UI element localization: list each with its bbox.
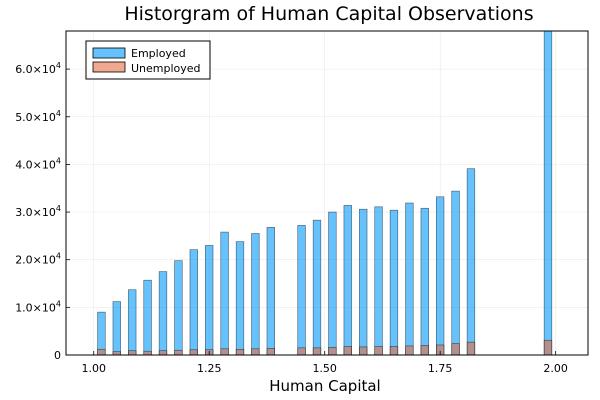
bar-employed — [266, 227, 275, 356]
chart-title: Historgram of Human Capital Observations — [124, 3, 533, 25]
bar-employed — [466, 168, 476, 356]
bar-unemployed — [251, 348, 260, 356]
bar-unemployed — [174, 349, 183, 356]
bar-employed — [343, 205, 352, 356]
histogram-bars — [97, 30, 553, 356]
bar-employed — [297, 225, 306, 356]
bar-unemployed — [374, 346, 383, 356]
legend-box — [85, 40, 211, 80]
bar-unemployed — [143, 350, 152, 356]
y-tick-label: 1.0×104 — [15, 299, 61, 314]
bar-employed — [436, 196, 445, 356]
bar-unemployed — [343, 346, 352, 356]
bar-unemployed — [158, 350, 168, 356]
legend-label-unemployed: Unemployed — [131, 62, 201, 75]
bar-unemployed — [97, 348, 106, 356]
x-axis-label: Human Capital — [269, 377, 380, 395]
bar-employed — [328, 211, 337, 356]
bar-unemployed — [220, 348, 229, 356]
bar-unemployed — [389, 346, 399, 356]
x-tick-label: 2.00 — [543, 362, 568, 375]
legend-swatch-unemployed — [92, 61, 126, 73]
bar-employed — [158, 271, 168, 356]
x-tick-label: 1.50 — [312, 362, 337, 375]
bar-employed — [97, 311, 106, 356]
bar-employed — [128, 289, 137, 356]
bar-unemployed — [297, 347, 306, 356]
bar-employed — [543, 30, 553, 356]
bar-employed — [189, 249, 198, 356]
x-tick-label: 1.75 — [428, 362, 453, 375]
bar-employed — [374, 206, 383, 356]
legend-label-employed: Employed — [131, 47, 186, 60]
bar-unemployed — [543, 339, 553, 356]
y-axis-ticks: 0 1.0×104 2.0×104 3.0×104 4.0×104 5.0×104 6.0×… — [15, 61, 70, 362]
y-tick-label: 0 — [54, 349, 61, 362]
bar-employed — [389, 209, 399, 356]
bar-employed — [143, 279, 152, 356]
bar-unemployed — [451, 343, 460, 356]
y-tick-label: 2.0×104 — [15, 252, 61, 267]
x-tick-label: 1.00 — [81, 362, 106, 375]
plot-area-frame — [65, 30, 589, 356]
bar-employed — [451, 190, 460, 356]
bar-unemployed — [189, 349, 198, 356]
bar-unemployed — [328, 347, 337, 356]
bar-unemployed — [466, 341, 476, 356]
bar-unemployed — [359, 346, 368, 356]
bar-unemployed — [112, 351, 121, 356]
bar-employed — [405, 202, 414, 356]
bar-unemployed — [420, 345, 429, 356]
bar-employed — [174, 260, 183, 356]
x-axis-ticks: 1.00 1.25 1.50 1.75 2.00 — [81, 351, 568, 375]
bar-employed — [251, 233, 260, 356]
bar-employed — [220, 231, 229, 356]
y-tick-label: 3.0×104 — [15, 204, 61, 219]
bar-unemployed — [235, 348, 245, 356]
y-tick-label: 4.0×104 — [15, 156, 61, 171]
bar-employed — [312, 219, 322, 356]
legend: Employed Unemployed — [85, 40, 211, 80]
bar-unemployed — [312, 347, 322, 356]
bar-employed — [420, 207, 429, 356]
legend-swatch-employed — [92, 47, 126, 59]
bar-employed — [205, 245, 214, 356]
y-tick-label: 5.0×104 — [15, 109, 61, 124]
x-tick-label: 1.25 — [197, 362, 222, 375]
bar-unemployed — [405, 345, 414, 356]
bar-employed — [112, 301, 121, 356]
bar-unemployed — [266, 348, 275, 356]
bar-employed — [359, 208, 368, 356]
bar-unemployed — [128, 350, 137, 356]
y-tick-label: 6.0×104 — [15, 61, 61, 76]
bar-employed — [235, 241, 245, 356]
